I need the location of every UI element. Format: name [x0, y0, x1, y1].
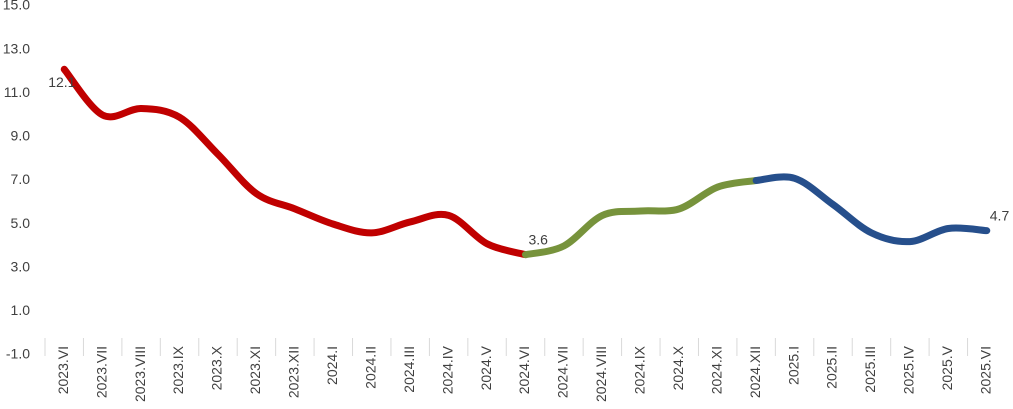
x-tick-label: 2025.I	[785, 346, 801, 385]
x-tick-label: 2023.XII	[286, 346, 302, 398]
y-tick-label: 7.0	[11, 171, 31, 187]
x-tick-label: 2024.XI	[708, 346, 724, 394]
x-tick-label: 2024.VII	[555, 346, 571, 398]
data-label: 4.7	[990, 207, 1010, 223]
data-label: 12.1	[48, 74, 75, 90]
y-tick-label: 13.0	[3, 40, 30, 56]
x-tick-label: 2024.IV	[439, 345, 455, 394]
y-tick-label: 11.0	[4, 84, 30, 100]
y-tick-label: -1.0	[6, 346, 30, 362]
line-series	[60, 65, 529, 259]
x-tick-label: 2024.XII	[747, 346, 763, 398]
x-tick-label: 2023.VIII	[132, 346, 148, 402]
y-tick-label: 5.0	[11, 215, 31, 231]
x-tick-label: 2024.IX	[632, 345, 648, 394]
x-tick-label: 2023.XI	[247, 346, 263, 394]
x-tick-label: 2024.III	[401, 346, 417, 393]
x-tick-label: 2024.II	[362, 346, 378, 389]
y-tick-label: 15.0	[3, 0, 30, 13]
x-tick-label: 2025.VI	[977, 346, 993, 394]
x-tick-label: 2023.X	[209, 345, 225, 390]
data-label: 3.6	[529, 231, 549, 247]
x-tick-label: 2025.II	[824, 346, 840, 389]
x-tick-label: 2025.III	[862, 346, 878, 393]
x-tick-label: 2025.IV	[901, 345, 917, 394]
x-tick-label: 2024.I	[324, 346, 340, 385]
x-tick-label: 2025.V	[939, 345, 955, 390]
y-tick-label: 1.0	[11, 302, 31, 318]
y-tick-label: 3.0	[11, 258, 31, 274]
x-tick-label: 2023.IX	[170, 345, 186, 394]
x-tick-label: 2024.VIII	[593, 346, 609, 402]
line-series	[522, 177, 760, 259]
x-tick-label: 2023.VI	[55, 346, 71, 394]
x-tick-label: 2024.VI	[516, 346, 532, 394]
x-tick-label: 2024.X	[670, 345, 686, 390]
line-series	[752, 173, 991, 246]
y-tick-label: 9.0	[11, 128, 31, 144]
x-tick-label: 2023.VII	[93, 346, 109, 398]
x-tick-label: 2024.V	[478, 345, 494, 390]
